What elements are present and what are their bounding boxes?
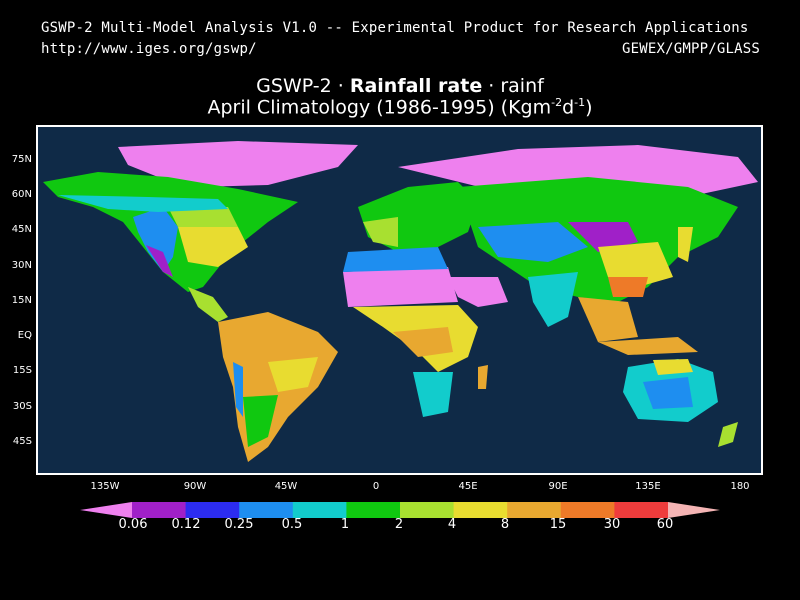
australia-interior-dry (643, 377, 693, 409)
lon-label: 90E (548, 481, 568, 492)
south-china (608, 277, 648, 297)
lat-label: 75N (11, 154, 32, 165)
colorbar-segment (185, 502, 240, 518)
lat-label: 15N (11, 295, 32, 306)
sahel (343, 247, 448, 272)
header-title-line: GSWP-2 Multi-Model Analysis V1.0 -- Expe… (41, 20, 749, 36)
subtitle-mid: d (562, 96, 575, 119)
madagascar (478, 365, 488, 389)
colorbar-segment (507, 502, 562, 518)
australia (623, 359, 738, 447)
india (528, 272, 578, 327)
na-central (168, 207, 238, 227)
lat-label: 15S (12, 365, 32, 376)
na-southwest-dry (146, 245, 173, 277)
colorbar-segment (292, 502, 347, 518)
map-title: GSWP-2 · Rainfall rate · rainf (0, 75, 800, 97)
colorbar-segment (400, 502, 455, 518)
title-variable: Rainfall rate (349, 75, 483, 97)
north-america (43, 172, 298, 292)
colorbar-label: 8 (500, 517, 510, 532)
map-subtitle: April Climatology (1986-1995) (Kgm-2d-1) (0, 96, 800, 118)
colorbar-segment (132, 502, 187, 518)
lon-label: 0 (372, 481, 380, 492)
colorbar-label: 0.5 (281, 517, 303, 532)
africa (343, 247, 488, 417)
header-org: GEWEX/GMPP/GLASS (621, 41, 760, 57)
colorbar-segment (80, 502, 132, 518)
colorbar-segment (668, 502, 720, 518)
na-canada (58, 195, 228, 212)
lon-label: 135W (90, 481, 120, 492)
colorbar-label: 60 (656, 517, 674, 532)
central-asia-dry (478, 222, 588, 262)
mongolia-dry (568, 222, 638, 252)
lat-label: 45S (12, 436, 32, 447)
colorbar-label: 1 (340, 517, 350, 532)
south-america (218, 312, 338, 462)
europe-west (363, 217, 398, 247)
sa-amazon (228, 327, 313, 362)
lat-label: 30S (12, 401, 32, 412)
colorbar-label: 4 (447, 517, 457, 532)
na-east-wet (178, 227, 248, 267)
title-prefix: GSWP-2 · (256, 75, 350, 97)
lat-label: EQ (17, 330, 32, 341)
sahara (343, 267, 458, 307)
africa-wet-core (393, 327, 453, 357)
colorbar-segment (453, 502, 508, 518)
title-suffix: · rainf (482, 75, 544, 97)
colorbar (80, 502, 720, 518)
lat-label: 30N (11, 260, 32, 271)
australia-north-wet (653, 359, 693, 375)
colorbar-label: 15 (549, 517, 567, 532)
colorbar-segment (239, 502, 294, 518)
indonesia (598, 337, 698, 355)
subtitle-main: April Climatology (1986-1995) (Kgm (207, 96, 552, 119)
sa-west-dry (233, 362, 243, 417)
central-america (188, 287, 228, 322)
lon-label: 135E (635, 481, 661, 492)
lat-label: 45N (11, 224, 32, 235)
header-url: http://www.iges.org/gswp/ (41, 41, 257, 57)
lon-label: 180 (730, 481, 750, 492)
colorbar-label: 30 (603, 517, 621, 532)
asia (458, 177, 738, 355)
colorbar-segment (614, 502, 669, 518)
sa-south (243, 395, 278, 447)
arabia (448, 277, 508, 307)
lon-label: 45E (458, 481, 478, 492)
colorbar-label: 0.12 (171, 517, 201, 532)
sa-east (268, 357, 318, 392)
lat-label: 60N (11, 189, 32, 200)
subtitle-exp1: -2 (551, 96, 563, 109)
world-map (43, 141, 758, 462)
map-frame (36, 125, 763, 475)
europe (358, 182, 478, 252)
colorbar-label: 0.25 (224, 517, 254, 532)
new-zealand (718, 422, 738, 447)
colorbar-label: 2 (394, 517, 404, 532)
africa-south (413, 372, 453, 417)
se-asia (578, 297, 638, 342)
lon-label: 90W (183, 481, 207, 492)
east-asia-wet (598, 242, 673, 287)
japan (678, 227, 693, 262)
colorbar-label: 0.06 (118, 517, 148, 532)
greenland (118, 141, 358, 187)
na-west-dry (133, 207, 178, 272)
lon-label: 45W (274, 481, 298, 492)
colorbar-segment (346, 502, 401, 518)
colorbar-segment (560, 502, 615, 518)
subtitle-end: ) (585, 96, 593, 119)
subtitle-exp2: -1 (574, 96, 586, 109)
